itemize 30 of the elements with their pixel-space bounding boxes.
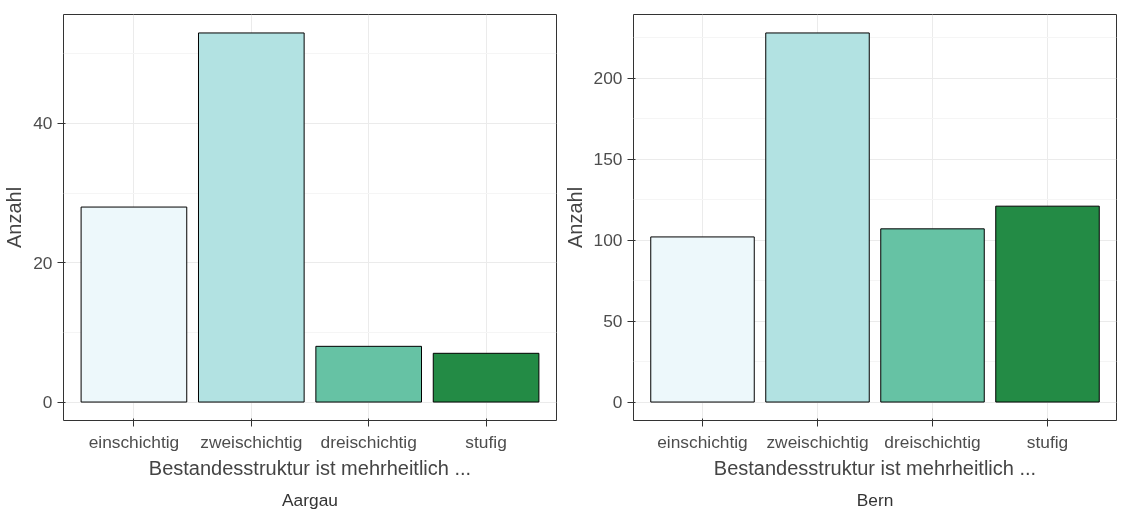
x-tick-label: dreischichtig xyxy=(884,431,981,452)
y-tick-label: 150 xyxy=(593,149,623,170)
bar xyxy=(995,205,1100,403)
x-tick-label: einschichtig xyxy=(657,431,748,452)
x-tick-label: stufig xyxy=(465,431,507,452)
bar xyxy=(80,206,188,403)
y-axis-title: Anzahl xyxy=(563,186,586,249)
bar xyxy=(315,345,423,403)
y-tick-label: 200 xyxy=(593,68,623,89)
bar xyxy=(765,32,870,403)
x-tick-label: zweischichtig xyxy=(766,431,869,452)
x-axis-title: Bestandesstruktur ist mehrheitlich ... xyxy=(713,456,1037,479)
bar xyxy=(880,228,985,403)
y-tick-label: 0 xyxy=(42,392,53,413)
x-axis-title: Bestandesstruktur ist mehrheitlich ... xyxy=(148,456,472,479)
x-tick-label: dreischichtig xyxy=(320,431,417,452)
y-tick-label: 0 xyxy=(612,392,623,413)
bar xyxy=(432,352,540,403)
y-tick-label: 20 xyxy=(33,252,53,273)
y-axis-title: Anzahl xyxy=(3,186,26,249)
y-tick-label: 50 xyxy=(603,311,623,332)
text: Bern xyxy=(856,489,894,510)
text: Aargau xyxy=(282,489,338,510)
x-tick-label: zweischichtig xyxy=(200,431,303,452)
y-tick-label: 100 xyxy=(593,230,623,251)
bar xyxy=(197,32,305,403)
x-tick-label: einschichtig xyxy=(88,431,180,452)
bar xyxy=(650,236,755,403)
x-tick-label: stufig xyxy=(1026,431,1069,452)
y-tick-label: 40 xyxy=(33,113,53,134)
